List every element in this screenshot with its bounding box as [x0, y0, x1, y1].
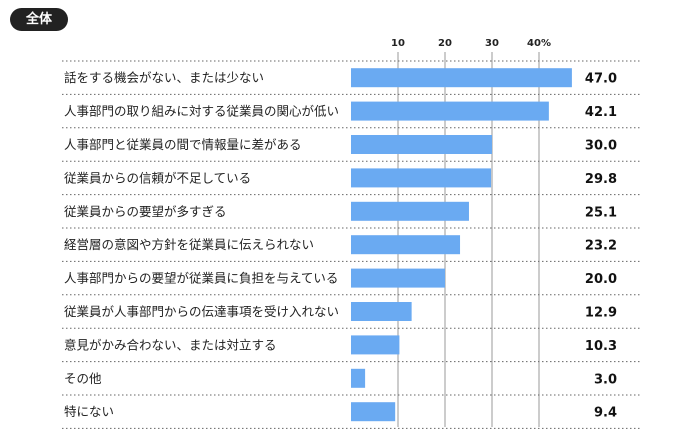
tick-label-10: 10: [391, 38, 405, 49]
tick-label-20: 20: [438, 38, 452, 49]
category-label: 話をする機会がない、または少ない: [64, 70, 264, 85]
tick-label-30: 30: [485, 38, 499, 49]
value-label: 23.2: [585, 239, 617, 254]
bar: [351, 201, 469, 221]
value-label: 25.1: [585, 205, 617, 220]
category-label: その他: [64, 371, 102, 386]
bar: [351, 302, 412, 321]
category-label: 従業員からの信頼が不足している: [64, 170, 251, 185]
category-label: 経営層の意図や方針を従業員に伝えられない: [64, 237, 314, 252]
category-label: 特にない: [64, 404, 114, 419]
tick-label-40: 40%: [527, 38, 551, 49]
category-label: 人事部門の取り組みに対する従業員の関心が低い: [64, 104, 339, 119]
value-label: 47.0: [585, 72, 617, 87]
bar: [351, 168, 492, 188]
value-label: 10.3: [585, 339, 617, 354]
value-label: 42.1: [585, 105, 617, 120]
value-label: 3.0: [594, 372, 617, 387]
bar: [351, 235, 461, 255]
bar: [351, 101, 549, 121]
category-label: 人事部門からの要望が従業員に負担を与えている: [64, 271, 338, 286]
value-label: 12.9: [585, 306, 617, 321]
category-label: 従業員が人事部門からの伝達事項を受け入れない: [64, 304, 339, 319]
bar: [351, 135, 492, 154]
scope-badge: 全体: [10, 8, 68, 31]
value-label: 20.0: [585, 272, 617, 287]
bar: [351, 335, 400, 355]
bar: [351, 368, 366, 388]
category-label: 従業員からの要望が多すぎる: [64, 204, 227, 219]
bar: [351, 402, 396, 422]
value-label: 30.0: [585, 139, 617, 154]
bar: [351, 268, 445, 288]
category-label: 人事部門と従業員の間で情報量に差がある: [64, 137, 302, 152]
category-label: 意見がかみ合わない、または対立する: [64, 337, 277, 352]
bar: [351, 68, 572, 88]
value-label: 9.4: [594, 406, 617, 421]
value-label: 29.8: [585, 172, 617, 187]
